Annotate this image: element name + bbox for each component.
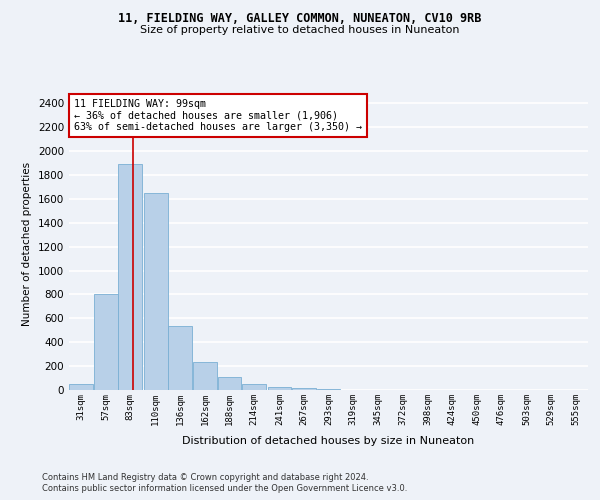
Text: Contains public sector information licensed under the Open Government Licence v3: Contains public sector information licen… (42, 484, 407, 493)
Text: 11, FIELDING WAY, GALLEY COMMON, NUNEATON, CV10 9RB: 11, FIELDING WAY, GALLEY COMMON, NUNEATO… (118, 12, 482, 26)
Bar (169, 326, 192, 390)
Bar (70, 384, 93, 390)
Bar (242, 384, 266, 390)
Text: Contains HM Land Registry data © Crown copyright and database right 2024.: Contains HM Land Registry data © Crown c… (42, 472, 368, 482)
Bar (292, 388, 316, 390)
Bar (268, 387, 292, 390)
X-axis label: Distribution of detached houses by size in Nuneaton: Distribution of detached houses by size … (182, 436, 475, 446)
Bar (218, 378, 241, 390)
Bar (193, 362, 217, 390)
Text: 11 FIELDING WAY: 99sqm
← 36% of detached houses are smaller (1,906)
63% of semi-: 11 FIELDING WAY: 99sqm ← 36% of detached… (74, 99, 362, 132)
Bar (118, 164, 142, 390)
Y-axis label: Number of detached properties: Number of detached properties (22, 162, 32, 326)
Bar (94, 294, 118, 390)
Bar (144, 193, 168, 390)
Text: Size of property relative to detached houses in Nuneaton: Size of property relative to detached ho… (140, 25, 460, 35)
